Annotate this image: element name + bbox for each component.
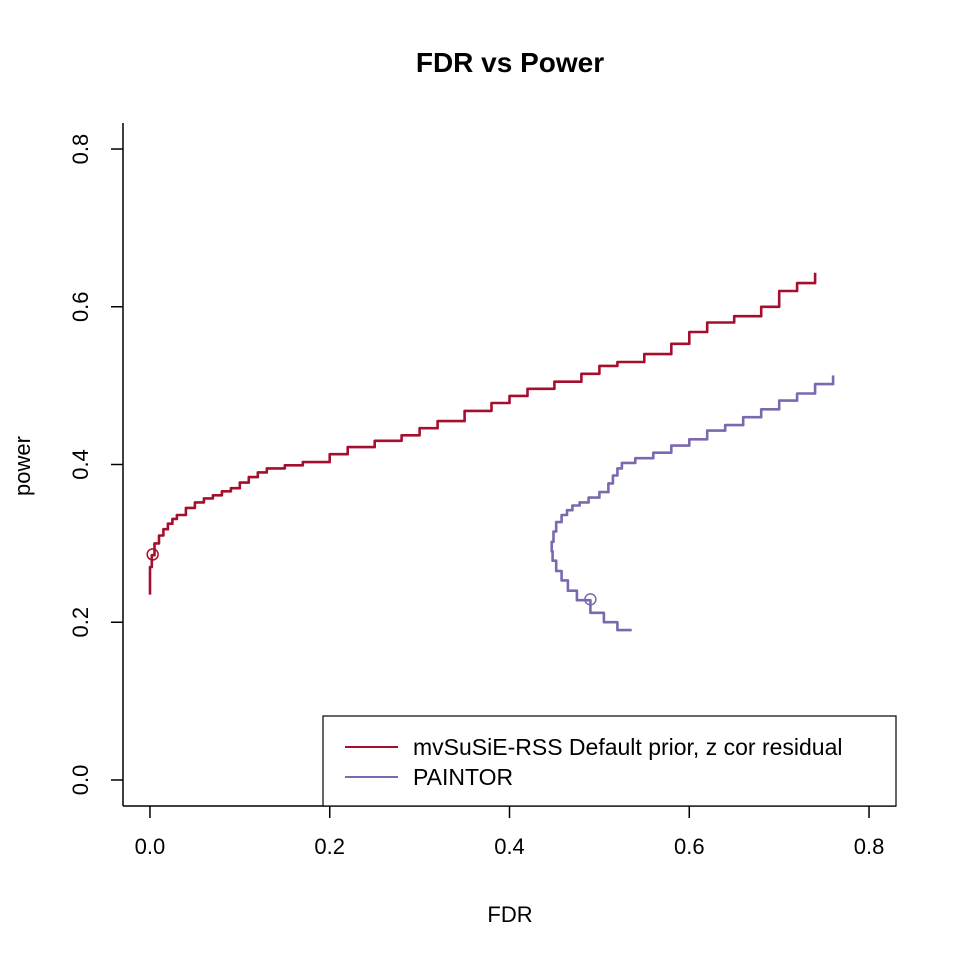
legend-label-paintor: PAINTOR bbox=[413, 764, 513, 790]
series-marker-1 bbox=[584, 593, 597, 606]
x-tick-label: 0.0 bbox=[135, 834, 166, 859]
y-tick-label: 0.4 bbox=[68, 449, 93, 480]
y-tick-label: 0.0 bbox=[68, 765, 93, 796]
x-tick-label: 0.4 bbox=[494, 834, 525, 859]
y-tick-label: 0.6 bbox=[68, 291, 93, 322]
series-line-1 bbox=[550, 375, 835, 632]
y-tick-label: 0.8 bbox=[68, 134, 93, 165]
y-axis-label: power bbox=[10, 436, 35, 496]
chart-title: FDR vs Power bbox=[416, 47, 604, 78]
series-line-0 bbox=[148, 272, 817, 595]
legend-label-mvsusie: mvSuSiE-RSS Default prior, z cor residua… bbox=[413, 734, 843, 760]
series-marker-0 bbox=[146, 548, 159, 561]
legend-box bbox=[322, 715, 897, 807]
x-tick-label: 0.8 bbox=[854, 834, 885, 859]
x-tick-label: 0.2 bbox=[314, 834, 345, 859]
x-tick-label: 0.6 bbox=[674, 834, 705, 859]
y-tick-label: 0.2 bbox=[68, 607, 93, 638]
x-axis-label: FDR bbox=[487, 902, 532, 927]
plot-area: 0.0 0.2 0.4 0.6 0.8 0.0 0.2 0.4 0.6 0.8 bbox=[68, 123, 896, 859]
legend: mvSuSiE-RSS Default prior, z cor residua… bbox=[322, 715, 897, 807]
